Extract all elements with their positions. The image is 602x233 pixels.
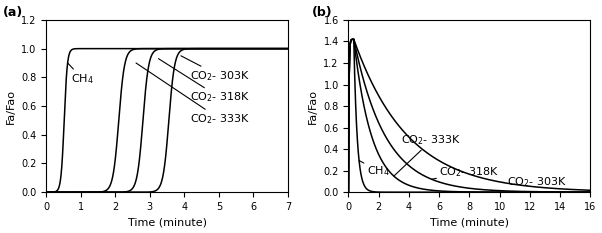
- Text: CH$_4$: CH$_4$: [359, 161, 389, 178]
- Text: CO$_2$- 318K: CO$_2$- 318K: [158, 59, 250, 104]
- Text: CO$_2$- 303K: CO$_2$- 303K: [181, 56, 250, 83]
- Text: CH$_4$: CH$_4$: [67, 63, 94, 86]
- Y-axis label: Fa/Fao: Fa/Fao: [5, 89, 16, 123]
- Text: CO$_2$- 303K: CO$_2$- 303K: [503, 176, 567, 189]
- Y-axis label: Fa/Fao: Fa/Fao: [308, 89, 318, 123]
- Text: CO$_2$- 318K: CO$_2$- 318K: [432, 165, 499, 179]
- Text: (b): (b): [312, 6, 333, 19]
- Text: (a): (a): [2, 6, 23, 19]
- X-axis label: Time (minute): Time (minute): [128, 217, 206, 227]
- Text: CO$_2$- 333K: CO$_2$- 333K: [136, 63, 250, 126]
- X-axis label: Time (minute): Time (minute): [430, 217, 509, 227]
- Text: CO$_2$- 333K: CO$_2$- 333K: [394, 134, 462, 176]
